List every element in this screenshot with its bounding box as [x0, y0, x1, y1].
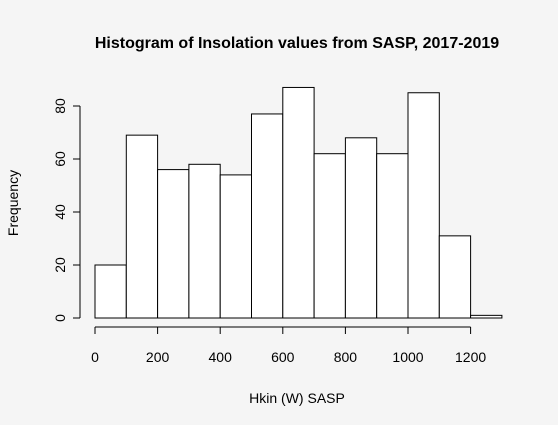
x-tick-label-4: 800	[334, 349, 358, 365]
y-tick-label-2: 40	[52, 204, 68, 220]
y-tick-label-4: 80	[52, 98, 68, 114]
x-tick-label-1: 200	[146, 349, 170, 365]
histogram-bar-11	[438, 235, 472, 319]
x-axis-label: Hkin (W) SASP	[249, 390, 345, 406]
y-tick-label-0: 0	[52, 314, 68, 322]
histogram-bar-2	[157, 169, 190, 319]
histogram-bar-4	[219, 174, 252, 319]
y-tick-label-1: 20	[52, 257, 68, 273]
y-axis: 0 20 40 60 80	[52, 98, 81, 322]
histogram-bar-5	[251, 113, 284, 319]
x-tick-label-3: 600	[271, 349, 295, 365]
histogram-bar-0	[94, 264, 127, 319]
histogram-bar-3	[188, 163, 221, 319]
y-tick-label-3: 60	[52, 151, 68, 167]
histogram-bar-1	[125, 134, 159, 319]
bars-group	[94, 86, 503, 319]
y-axis-label: Frequency	[5, 170, 21, 236]
x-axis: 0 200 400 600 800 1000 1200	[91, 326, 486, 365]
x-tick-label-6: 1200	[455, 349, 486, 365]
histogram-bar-12	[470, 314, 503, 319]
histogram-bar-6	[282, 86, 315, 319]
chart-title: Histogram of Insolation values from SASP…	[95, 35, 499, 52]
histogram-bar-10	[407, 92, 440, 319]
histogram-bar-8	[344, 137, 378, 319]
histogram-bar-7	[313, 153, 346, 319]
x-tick-label-0: 0	[91, 349, 99, 365]
x-tick-label-2: 400	[209, 349, 233, 365]
x-tick-label-5: 1000	[392, 349, 423, 365]
histogram-bar-9	[376, 153, 409, 319]
